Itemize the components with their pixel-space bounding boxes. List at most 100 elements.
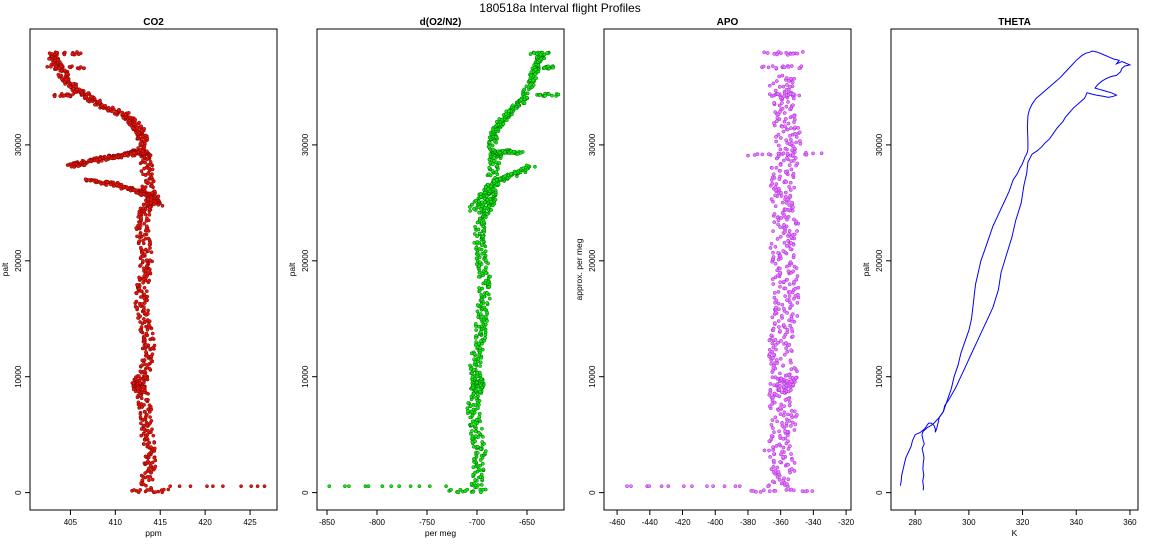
data-point [531, 78, 536, 83]
y-tick-label: 0 [875, 490, 884, 495]
data-point [86, 91, 91, 95]
y-axis-label: palt [287, 262, 297, 276]
data-point [783, 146, 788, 151]
data-point [791, 242, 796, 247]
data-point [787, 282, 792, 287]
data-point [47, 51, 52, 56]
data-point [104, 158, 108, 162]
data-point [473, 403, 478, 408]
data-point [778, 174, 782, 179]
data-point [810, 489, 815, 493]
data-point [55, 50, 59, 55]
data-point [486, 172, 491, 177]
data-point [140, 134, 145, 139]
data-point [135, 305, 140, 310]
x-tick-label: 415 [154, 518, 168, 527]
data-point [790, 420, 795, 425]
data-point [796, 285, 801, 290]
data-point [78, 65, 83, 69]
data-point [811, 151, 815, 156]
data-point [417, 484, 422, 489]
data-point [771, 282, 776, 286]
data-point [774, 165, 779, 170]
data-point [142, 221, 146, 226]
data-point [152, 440, 157, 445]
data-point [784, 224, 789, 229]
data-point [475, 451, 480, 455]
data-point [780, 73, 785, 78]
data-point [473, 470, 477, 475]
data-point [136, 223, 140, 228]
data-point [786, 439, 790, 444]
data-point [774, 139, 779, 144]
data-point [150, 352, 155, 357]
data-point [482, 305, 487, 310]
data-point [166, 487, 171, 492]
data-point [775, 419, 779, 424]
data-point [787, 372, 791, 377]
data-point [481, 467, 486, 472]
data-point [782, 111, 787, 115]
data-point [769, 423, 774, 427]
data-point [477, 411, 482, 416]
data-point [138, 232, 143, 237]
data-point [792, 279, 796, 284]
y-tick-label: 0 [301, 490, 310, 495]
data-point [785, 127, 790, 132]
x-tick-label: -360 [773, 518, 790, 527]
data-point [148, 201, 153, 205]
data-point [475, 370, 480, 375]
data-point [480, 426, 484, 431]
data-point [776, 151, 781, 156]
data-point [479, 490, 483, 495]
data-point [781, 129, 786, 134]
data-point [779, 194, 784, 198]
data-point [790, 312, 795, 316]
data-point [785, 83, 789, 87]
data-point [779, 136, 783, 140]
data-point [772, 352, 776, 357]
data-point [122, 153, 127, 158]
data-point [772, 400, 777, 405]
data-point [524, 163, 529, 168]
data-point [478, 389, 482, 394]
data-point [239, 484, 243, 489]
data-point [145, 318, 150, 322]
data-point [141, 266, 146, 271]
data-point [449, 487, 453, 492]
data-point [71, 92, 76, 96]
data-point [141, 238, 145, 243]
data-point [737, 484, 742, 489]
data-point [477, 270, 482, 275]
data-point [156, 194, 161, 199]
data-point [485, 319, 489, 323]
data-point [133, 117, 138, 122]
data-point [255, 484, 260, 489]
data-point [466, 401, 471, 405]
data-point [144, 180, 148, 184]
data-point [781, 413, 786, 418]
data-point [468, 367, 473, 371]
data-point [775, 92, 780, 96]
data-point [775, 215, 780, 220]
data-point [491, 127, 495, 132]
data-point [456, 490, 461, 495]
data-point [481, 314, 486, 319]
data-point [780, 302, 785, 307]
data-point [162, 487, 166, 492]
data-point [484, 278, 488, 283]
data-point [772, 291, 777, 295]
data-point [793, 286, 798, 291]
y-tick-label: 30000 [588, 133, 597, 156]
data-point [211, 484, 215, 489]
data-point [103, 103, 108, 108]
data-point [444, 484, 448, 489]
data-point [143, 373, 147, 377]
data-point [475, 309, 480, 314]
data-point [62, 68, 67, 73]
data-point [783, 286, 788, 291]
data-point [143, 434, 148, 439]
data-point [775, 52, 779, 57]
data-point [143, 236, 148, 241]
